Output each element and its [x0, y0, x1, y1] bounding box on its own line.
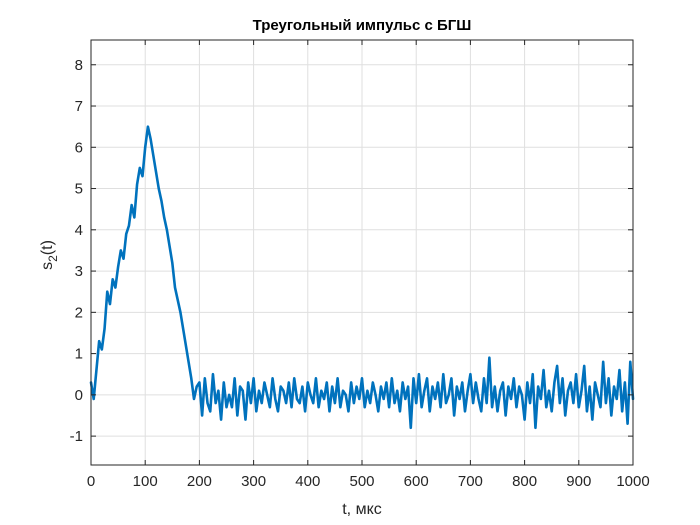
x-tick-label: 100	[133, 473, 158, 490]
y-tick-label: 4	[75, 222, 83, 239]
y-axis-title-subscript: 2	[46, 255, 60, 262]
x-tick-label: 500	[349, 473, 374, 490]
y-axis-title: s2(t)	[39, 240, 60, 270]
x-tick-labels: 0 100 200 300 400 500 600 700 800 900 1000	[87, 473, 650, 490]
x-tick-label: 300	[241, 473, 266, 490]
series-line-1	[89, 125, 635, 430]
y-tick-label: 0	[75, 387, 83, 404]
y-tick-label: 6	[75, 139, 83, 156]
x-tick-label: 400	[295, 473, 320, 490]
y-axis-title-main: s	[39, 262, 56, 270]
y-axis-title-suffix: (t)	[39, 240, 56, 255]
series-layer	[89, 125, 635, 430]
ticks	[90, 40, 634, 465]
y-tick-labels: -1 0 1 2 3 4 5 6 7 8	[70, 57, 83, 445]
y-tick-label: 2	[75, 304, 83, 321]
x-tick-label: 200	[187, 473, 212, 490]
y-tick-label: 5	[75, 181, 83, 198]
y-tick-label: 3	[75, 263, 83, 280]
x-tick-label: 600	[404, 473, 429, 490]
x-axis-title: t, мкс	[342, 501, 382, 518]
x-tick-label: 0	[87, 473, 95, 490]
x-tick-label: 700	[458, 473, 483, 490]
x-tick-label: 1000	[616, 473, 649, 490]
y-tick-label: 8	[75, 57, 83, 74]
grid-lines	[90, 40, 634, 465]
x-tick-label: 800	[512, 473, 537, 490]
x-tick-label: 900	[566, 473, 591, 490]
y-tick-label: -1	[70, 428, 83, 445]
chart-title: Треугольный импульс с БГШ	[253, 17, 472, 34]
y-tick-label: 7	[75, 98, 83, 115]
y-tick-label: 1	[75, 346, 83, 363]
